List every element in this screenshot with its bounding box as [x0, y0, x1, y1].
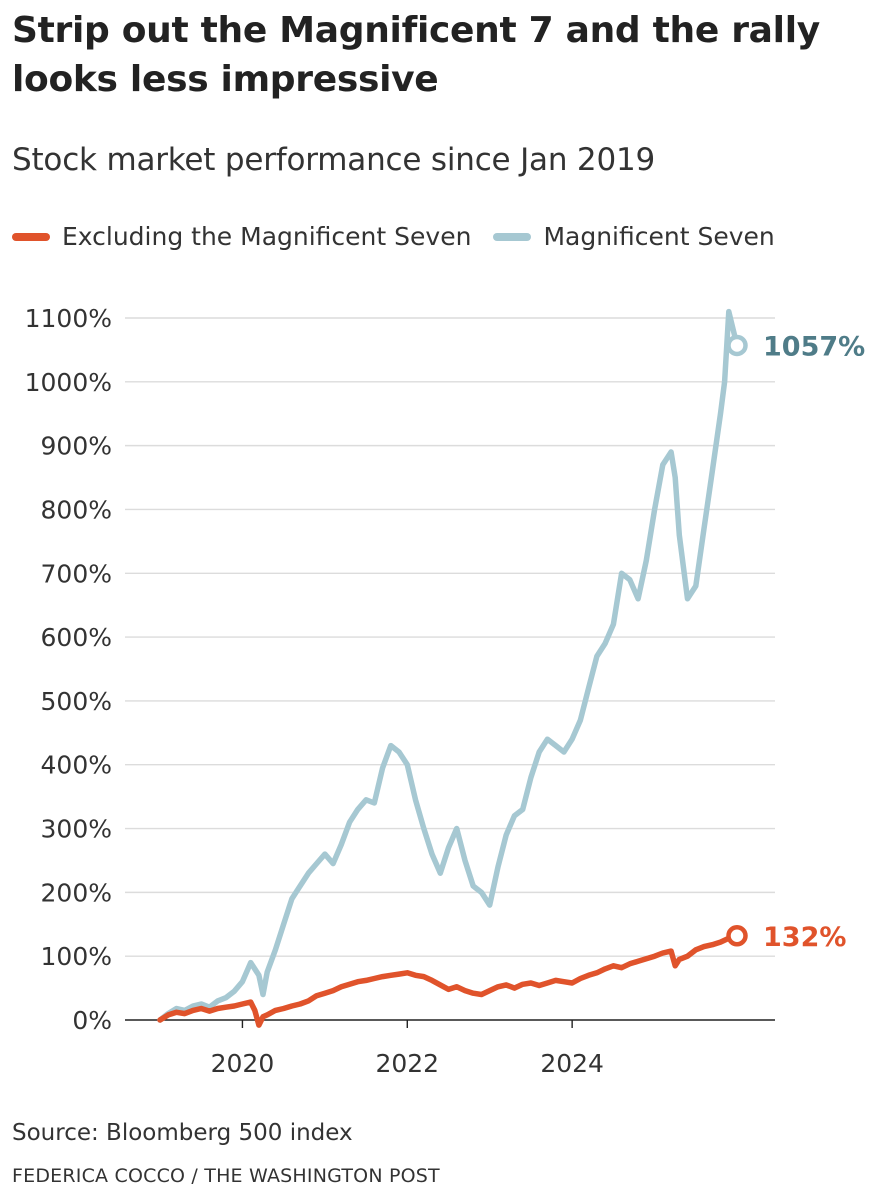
y-tick-label: 1000%	[25, 368, 112, 397]
y-tick-label: 100%	[41, 942, 112, 971]
chart-subtitle: Stock market performance since Jan 2019	[12, 142, 656, 178]
series-line-magnificent	[157, 308, 740, 1023]
credit-note: FEDERICA COCCO / THE WASHINGTON POST	[12, 1165, 440, 1187]
y-tick-label: 500%	[41, 687, 112, 716]
legend-item-magnificent: Magnificent Seven	[493, 222, 775, 251]
y-tick-label: 0%	[72, 1006, 112, 1035]
series-lines	[157, 308, 740, 1028]
x-tick-label: 2024	[540, 1049, 604, 1078]
y-tick-label: 900%	[41, 432, 112, 461]
x-tick-label: 2022	[375, 1049, 439, 1078]
legend-item-excluding: Excluding the Magnificent Seven	[12, 222, 471, 251]
line-chart: 0% 100% 200% 300% 400% 500% 600% 700% 800% 900% 10…	[25, 304, 866, 1078]
y-tick-label: 400%	[41, 751, 112, 780]
source-note: Source: Bloomberg 500 index	[12, 1120, 353, 1146]
y-tick-label: 800%	[41, 495, 112, 524]
legend-label-magnificent: Magnificent Seven	[543, 222, 775, 251]
y-tick-label: 200%	[41, 878, 112, 907]
y-axis-ticks: 0% 100% 200% 300% 400% 500% 600% 700% 800% 900% 10…	[25, 304, 112, 1035]
end-label-excluding: 132%	[763, 922, 846, 953]
end-label-magnificent: 1057%	[763, 331, 865, 362]
x-axis-ticks: 2020 2022 2024	[211, 1020, 604, 1078]
end-marker-excluding	[726, 925, 748, 947]
end-markers: 132% 1057%	[726, 331, 865, 953]
y-tick-label: 600%	[41, 623, 112, 652]
chart-legend: Excluding the Magnificent Seven Magnific…	[12, 222, 797, 251]
legend-swatch-excluding	[12, 232, 50, 241]
legend-label-excluding: Excluding the Magnificent Seven	[62, 222, 472, 251]
y-tick-label: 1100%	[25, 304, 112, 333]
chart-title: Strip out the Magnificent 7 and the rall…	[12, 10, 820, 100]
series-line-excluding	[157, 933, 740, 1028]
legend-swatch-magnificent	[493, 232, 532, 241]
grid-lines	[125, 317, 775, 1021]
y-tick-label: 700%	[41, 559, 112, 588]
end-marker-magnificent	[726, 334, 748, 357]
x-tick-label: 2020	[211, 1049, 275, 1078]
y-tick-label: 300%	[41, 815, 112, 844]
